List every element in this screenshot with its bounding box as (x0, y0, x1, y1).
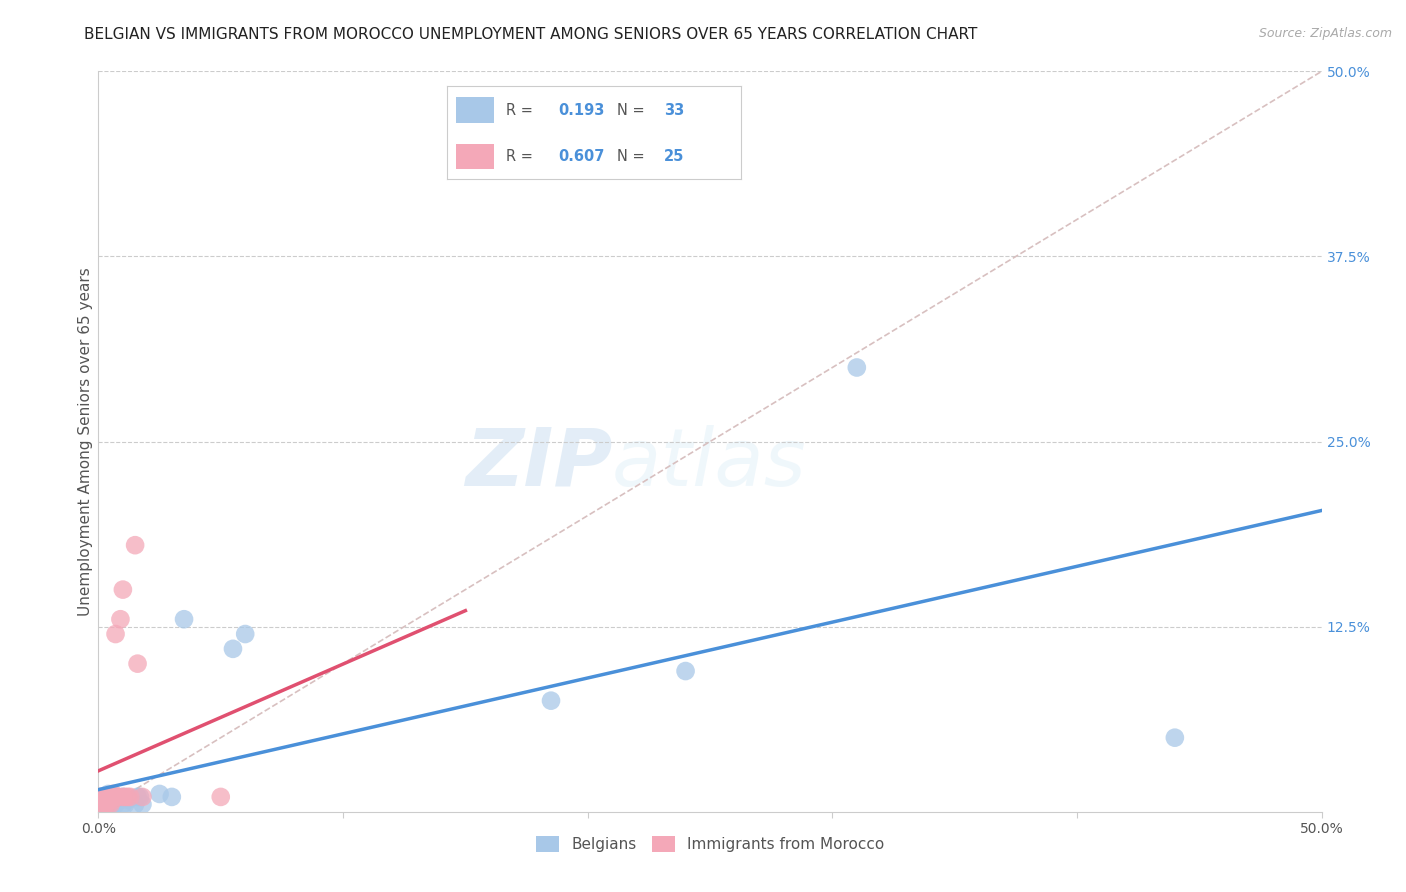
Point (127, 789, 149, 804)
Point (94, 789, 117, 804)
Point (90, 797, 112, 812)
Point (173, 612, 195, 626)
Point (117, 789, 139, 804)
Point (124, 538, 146, 552)
Text: atlas: atlas (612, 425, 807, 503)
Point (111, 789, 134, 804)
Point (91, 797, 114, 812)
Point (100, 797, 122, 812)
Point (110, 793, 132, 807)
Point (91, 797, 114, 812)
Point (104, 789, 127, 804)
Point (1164, 731, 1187, 745)
Point (97, 797, 120, 812)
Point (107, 793, 129, 807)
Legend: Belgians, Immigrants from Morocco: Belgians, Immigrants from Morocco (529, 829, 891, 860)
Point (101, 789, 124, 804)
Text: BELGIAN VS IMMIGRANTS FROM MOROCCO UNEMPLOYMENT AMONG SENIORS OVER 65 YEARS CORR: BELGIAN VS IMMIGRANTS FROM MOROCCO UNEMP… (84, 27, 977, 42)
Point (149, 787, 172, 801)
Point (97, 787, 120, 801)
Point (110, 612, 132, 626)
Text: Source: ZipAtlas.com: Source: ZipAtlas.com (1258, 27, 1392, 40)
Point (675, 664, 697, 678)
Point (100, 789, 122, 804)
Y-axis label: Unemployment Among Seniors over 65 years: Unemployment Among Seniors over 65 years (77, 268, 93, 615)
Point (129, 789, 152, 804)
Point (97, 797, 120, 812)
Point (111, 789, 134, 804)
Point (104, 789, 127, 804)
Point (222, 641, 245, 656)
Point (131, 797, 153, 812)
Point (101, 787, 124, 801)
Point (94, 797, 117, 812)
Point (845, 360, 868, 375)
Point (111, 797, 134, 812)
Point (111, 582, 134, 597)
Point (233, 627, 256, 641)
Point (90, 797, 112, 812)
Point (160, 789, 183, 804)
Point (91, 793, 114, 807)
Point (100, 797, 122, 812)
Point (94, 789, 117, 804)
Point (91, 789, 114, 804)
Point (101, 797, 124, 812)
Text: ZIP: ZIP (465, 425, 612, 503)
Point (107, 789, 129, 804)
Point (101, 793, 124, 807)
Point (90, 789, 112, 804)
Point (209, 789, 232, 804)
Point (117, 793, 139, 807)
Point (131, 789, 153, 804)
Point (540, 694, 562, 708)
Point (90, 789, 112, 804)
Point (100, 789, 122, 804)
Point (94, 797, 117, 812)
Point (104, 627, 127, 641)
Point (97, 789, 120, 804)
Point (120, 789, 142, 804)
Point (114, 789, 136, 804)
Point (127, 657, 149, 671)
Point (104, 797, 127, 812)
Point (124, 797, 146, 812)
Point (114, 797, 136, 812)
